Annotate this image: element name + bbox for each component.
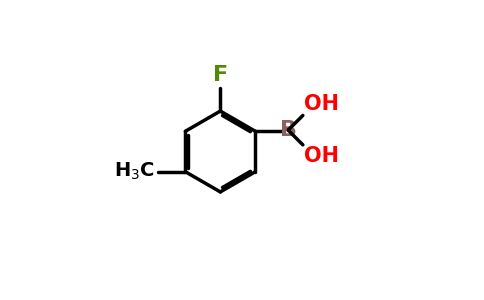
Text: F: F bbox=[213, 65, 228, 85]
Text: H$_3$C: H$_3$C bbox=[114, 161, 155, 182]
Text: OH: OH bbox=[304, 146, 339, 166]
Text: B: B bbox=[280, 120, 297, 140]
Text: OH: OH bbox=[304, 94, 339, 114]
